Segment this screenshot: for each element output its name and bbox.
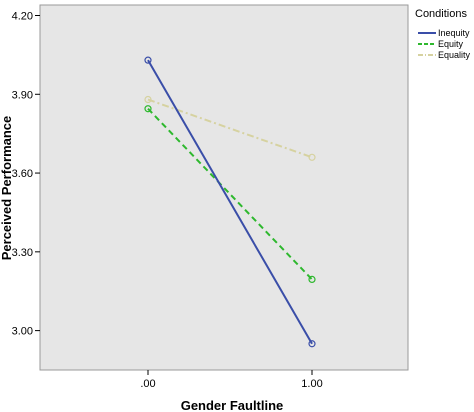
data-point-inequity: [308, 340, 316, 348]
series-layer: [144, 56, 316, 348]
data-point-equity: [144, 105, 152, 113]
y-tick-label: 3.00: [12, 326, 33, 338]
y-tick-label: 3.30: [12, 247, 33, 259]
y-tick-label: 4.20: [12, 11, 33, 23]
legend-label: Equity: [438, 39, 464, 49]
data-point-equality: [308, 153, 316, 161]
x-tick-label: .00: [140, 378, 155, 390]
data-point-equality: [144, 95, 152, 104]
legend-title: Conditions: [415, 8, 467, 20]
y-tick-label: 3.90: [12, 89, 33, 101]
data-point-equity: [308, 275, 316, 284]
series-line-equality: [147, 98, 313, 159]
plot-background: [39, 4, 409, 371]
x-axis: .00 1.00: [140, 370, 323, 390]
y-tick-label: 3.60: [12, 168, 33, 180]
legend-label: Inequity: [438, 28, 470, 38]
y-axis-title: Perceived Performance: [0, 116, 14, 261]
legend-label: Equality: [438, 50, 471, 60]
x-tick-label: 1.00: [301, 378, 322, 390]
x-axis-title: Gender Faultline: [181, 398, 284, 412]
y-axis: 3.00 3.30 3.60 3.90 4.20: [12, 11, 40, 338]
data-point-inequity: [144, 56, 152, 64]
series-line-inequity: [147, 59, 313, 345]
